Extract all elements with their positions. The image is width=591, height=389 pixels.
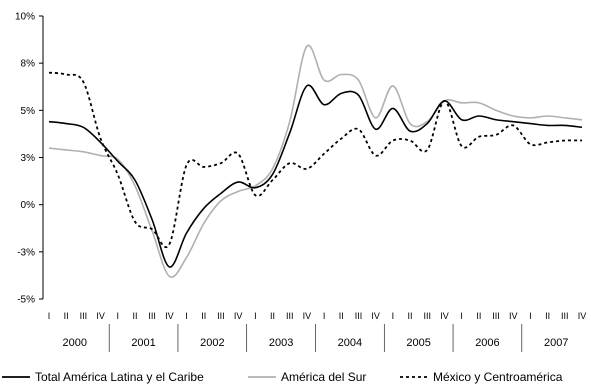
x-quarter-label: I <box>460 311 463 321</box>
x-quarter-label: I <box>323 311 326 321</box>
x-quarter-label: III <box>80 311 88 321</box>
x-quarter-label: I <box>185 311 188 321</box>
x-quarter-label: IV <box>578 311 587 321</box>
series-line-0 <box>48 84 583 268</box>
legend-label-1: América del Sur <box>281 370 366 384</box>
x-quarter-label: III <box>148 311 156 321</box>
x-quarter-label: IV <box>234 311 243 321</box>
x-quarter-label: II <box>545 311 550 321</box>
x-quarter-label: III <box>286 311 294 321</box>
x-quarter-label: IV <box>96 311 105 321</box>
x-year-label: 2004 <box>338 337 362 349</box>
x-year-label: 2001 <box>131 337 155 349</box>
series-line-2 <box>48 71 583 248</box>
x-quarter-label: III <box>492 311 500 321</box>
x-quarter-label: I <box>392 311 395 321</box>
legend-label-0: Total América Latina y el Caribe <box>35 370 204 384</box>
x-quarter-label: IV <box>509 311 518 321</box>
x-quarter-label: I <box>48 311 51 321</box>
series-layer <box>48 44 583 278</box>
x-quarter-label: III <box>355 311 363 321</box>
y-tick-label: 0% <box>21 200 36 211</box>
x-quarter-label: II <box>201 311 206 321</box>
series-line-1 <box>48 44 583 278</box>
legend-label-2: México y Centroamérica <box>433 370 563 384</box>
y-tick-label: -5% <box>17 295 35 306</box>
x-quarter-label: I <box>529 311 532 321</box>
x-quarter-label: IV <box>165 311 174 321</box>
x-quarter-label: II <box>476 311 481 321</box>
x-quarter-label: IV <box>440 311 449 321</box>
x-year-label: 2005 <box>406 337 430 349</box>
y-tick-label: 5% <box>21 106 36 117</box>
x-year-label: 2007 <box>544 337 568 349</box>
x-quarter-label: III <box>424 311 432 321</box>
x-year-label: 2006 <box>475 337 499 349</box>
y-tick-label: -3% <box>17 247 35 258</box>
legend: Total América Latina y el Caribe América … <box>2 370 563 384</box>
x-year-label: 2003 <box>269 337 293 349</box>
x-quarter-label: IV <box>371 311 380 321</box>
y-tick-label: 8% <box>21 59 36 70</box>
x-quarter-label: II <box>64 311 69 321</box>
x-quarter-label: I <box>254 311 257 321</box>
x-quarter-label: I <box>117 311 120 321</box>
y-axis: -5% -3% 0% 3% 5% 8% 10% <box>15 12 44 306</box>
x-quarter-label: II <box>132 311 137 321</box>
y-tick-label: 3% <box>21 153 36 164</box>
x-quarter-label: II <box>270 311 275 321</box>
x-quarter-label: III <box>217 311 225 321</box>
x-quarter-label: II <box>408 311 413 321</box>
x-year-label: 2002 <box>200 337 224 349</box>
x-quarter-label: IV <box>303 311 312 321</box>
x-quarter-label: II <box>339 311 344 321</box>
x-axis: I II III IV I II III IV I II III IV I II III IV I II III IV… <box>48 311 587 352</box>
x-quarter-label: III <box>561 311 569 321</box>
y-tick-label: 10% <box>15 12 35 23</box>
x-year-label: 2000 <box>63 337 87 349</box>
